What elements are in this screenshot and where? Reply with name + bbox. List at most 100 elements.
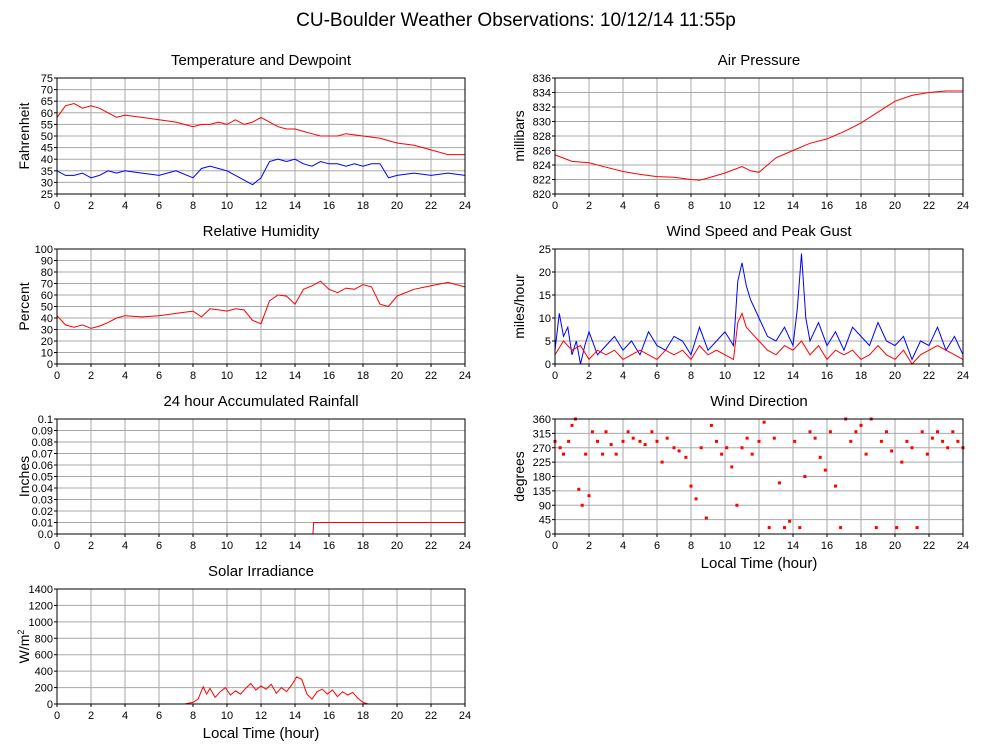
x-tick-label: 16 [323,370,335,382]
series-line [554,312,964,365]
data-point [879,439,883,443]
chart-1: 0 2 4 6 8 10 12 14 16 18 20 22 242530354045505560657… [16,52,471,212]
y-tick-label: 400 [35,666,53,678]
x-tick-label: 12 [753,540,765,552]
data-point [621,439,625,443]
y-tick-label: 25 [539,244,551,256]
plot-frame [56,588,466,705]
x-tick-label: 4 [620,370,626,382]
x-tick-label: 22 [923,200,935,212]
data-point [689,484,693,488]
plot-frame [554,77,964,195]
x-tick-label: 22 [923,370,935,382]
x-tick-label: 18 [357,710,369,722]
data-point [601,452,605,456]
x-tick-label: 12 [753,200,765,212]
plot-frame [554,418,964,535]
y-tick-label: 826 [533,146,551,158]
data-point [614,452,618,456]
data-point [604,430,608,434]
y-tick-label: 50 [41,131,53,143]
data-point [915,526,919,530]
chart-title: 24 hour Accumulated Rainfall [163,393,358,410]
data-point [694,497,698,501]
data-point [900,460,904,464]
x-tick-label: 10 [221,710,233,722]
data-point [808,430,812,434]
data-point [828,430,832,434]
data-point [941,439,945,443]
x-tick-label: 12 [255,710,267,722]
y-tick-label: 30 [41,177,53,189]
data-point [567,439,571,443]
chart-3: 0 2 4 6 8 10 12 14 16 18 20 22 240102030405060708090… [16,223,471,382]
x-tick-label: 10 [719,200,731,212]
y-tick-label: 0.09 [32,426,53,438]
y-tick-label: 0.02 [32,506,53,518]
y-tick-label: 10 [41,348,53,360]
x-tick-label: 18 [357,200,369,212]
x-tick-label: 18 [855,540,867,552]
x-tick-label: 10 [221,540,233,552]
x-tick-label: 2 [586,540,592,552]
data-point [910,446,914,450]
x-tick-label: 0 [552,370,558,382]
y-axis-label-superscript: 2 [16,630,26,635]
data-point [750,452,754,456]
data-point [777,481,781,485]
y-tick-label: 90 [539,500,551,512]
data-point [788,519,792,523]
x-tick-label: 18 [357,370,369,382]
x-tick-label: 4 [620,540,626,552]
series-line [56,158,466,186]
data-point [590,430,594,434]
data-point [655,439,659,443]
chart-6: 0 2 4 6 8 10 12 14 16 18 20 22 240459013518022527031… [511,393,969,572]
data-point [577,487,581,491]
y-axis-label: millibars [511,110,527,161]
y-tick-label: 60 [41,108,53,120]
plot-frame [56,77,466,195]
x-tick-label: 2 [88,200,94,212]
y-tick-label: 836 [533,73,551,85]
x-tick-label: 0 [54,370,60,382]
x-tick-label: 14 [289,200,301,212]
y-tick-label: 30 [41,325,53,337]
data-point [951,430,955,434]
y-tick-label: 200 [35,683,53,695]
plot-frame [56,248,466,365]
x-tick-label: 22 [425,710,437,722]
data-point [580,503,584,507]
y-tick-label: 0.06 [32,460,53,472]
x-tick-label: 12 [255,540,267,552]
x-axis-label: Local Time (hour) [701,555,818,572]
y-tick-label: 20 [539,267,551,279]
x-tick-label: 2 [88,710,94,722]
data-point [798,526,802,530]
x-tick-label: 20 [889,370,901,382]
x-tick-label: 10 [719,540,731,552]
y-tick-label: 50 [41,302,53,314]
y-tick-label: 70 [41,85,53,97]
x-tick-label: 24 [459,710,471,722]
x-tick-label: 0 [552,200,558,212]
data-point [793,439,797,443]
x-tick-label: 20 [391,710,403,722]
y-tick-label: 0.04 [32,483,53,495]
y-tick-label: 0.01 [32,518,53,530]
y-axis-label: miles/hour [511,274,527,339]
x-tick-label: 24 [459,200,471,212]
chart-2: 0 2 4 6 8 10 12 14 16 18 20 22 248208228248268288308… [511,52,969,212]
data-point [813,436,817,440]
data-point [730,465,734,469]
data-point [684,455,688,459]
data-point [587,494,591,498]
x-tick-label: 20 [391,200,403,212]
y-tick-label: 135 [533,486,551,498]
data-point [767,526,771,530]
chart-title: Air Pressure [718,52,801,69]
page-title: CU-Boulder Weather Observations: 10/12/1… [296,10,736,31]
data-point [772,436,776,440]
y-tick-label: 820 [533,189,551,201]
x-tick-label: 14 [289,540,301,552]
